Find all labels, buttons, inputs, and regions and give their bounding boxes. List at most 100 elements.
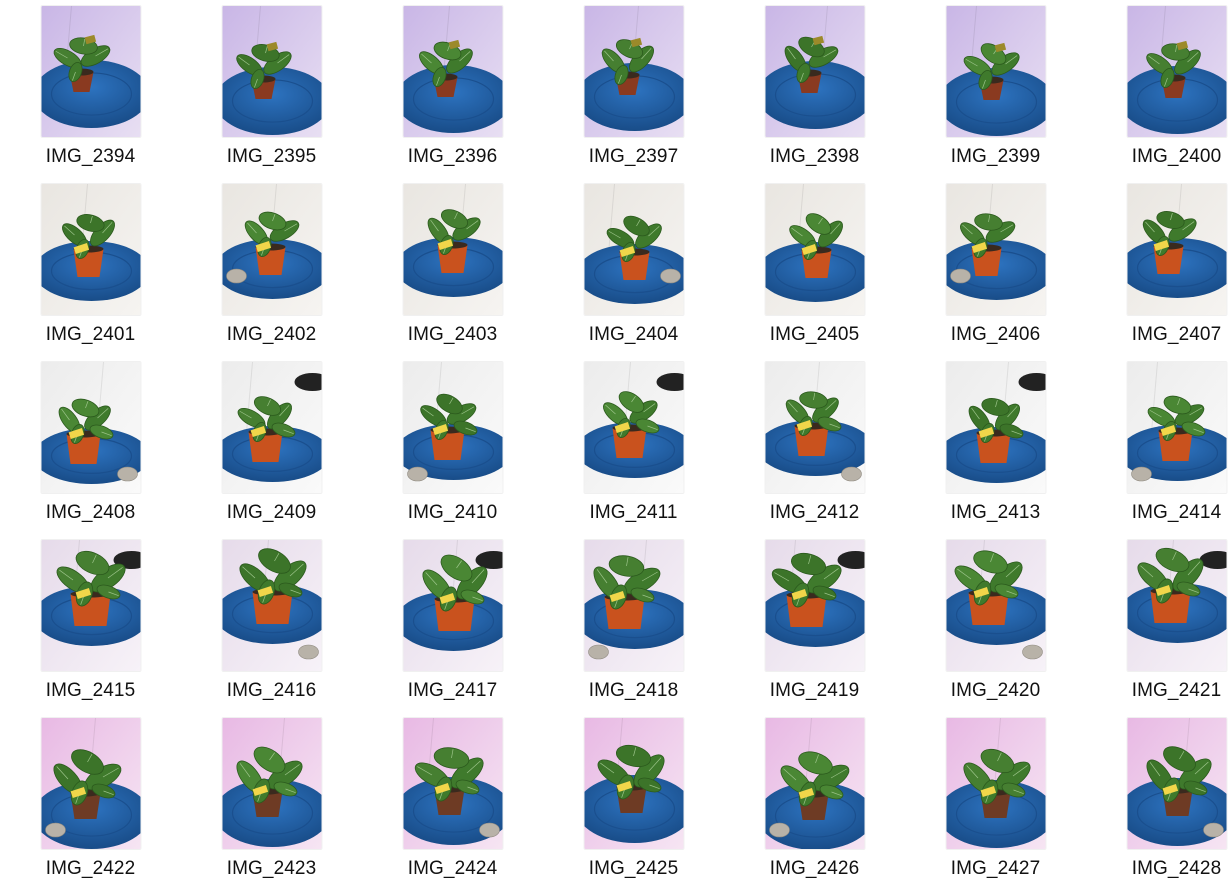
file-name-label: IMG_2427	[950, 858, 1041, 879]
file-thumbnail-16[interactable]: IMG_2409	[181, 356, 362, 534]
file-name-label: IMG_2421	[1131, 680, 1222, 701]
plant-photo-icon	[946, 6, 1045, 137]
file-thumbnail-27[interactable]: IMG_2420	[905, 534, 1086, 712]
file-name-label: IMG_2403	[407, 324, 498, 345]
file-name-label: IMG_2402	[226, 324, 317, 345]
plant-photo-icon	[946, 540, 1045, 671]
file-thumbnail-30[interactable]: IMG_2423	[181, 712, 362, 890]
file-thumbnail-35[interactable]: IMG_2428	[1086, 712, 1229, 890]
file-name-label: IMG_2412	[769, 502, 860, 523]
file-name-label: IMG_2417	[407, 680, 498, 701]
file-thumbnail-23[interactable]: IMG_2416	[181, 534, 362, 712]
file-thumbnail-2[interactable]: IMG_2395	[181, 0, 362, 178]
file-name-label: IMG_2411	[589, 502, 678, 523]
file-name-label: IMG_2425	[588, 858, 679, 879]
file-thumbnail-31[interactable]: IMG_2424	[362, 712, 543, 890]
file-thumbnail-9[interactable]: IMG_2402	[181, 178, 362, 356]
file-name-label: IMG_2416	[226, 680, 317, 701]
plant-photo-icon	[403, 362, 502, 493]
file-name-label: IMG_2424	[407, 858, 498, 879]
plant-photo-icon	[765, 718, 864, 849]
file-thumbnail-33[interactable]: IMG_2426	[724, 712, 905, 890]
file-thumbnail-12[interactable]: IMG_2405	[724, 178, 905, 356]
file-thumbnail-24[interactable]: IMG_2417	[362, 534, 543, 712]
plant-photo-icon	[222, 718, 321, 849]
file-thumbnail-6[interactable]: IMG_2399	[905, 0, 1086, 178]
plant-photo-icon	[403, 184, 502, 315]
file-thumbnail-29[interactable]: IMG_2422	[0, 712, 181, 890]
file-thumbnail-19[interactable]: IMG_2412	[724, 356, 905, 534]
plant-photo-icon	[403, 540, 502, 671]
plant-photo-icon	[765, 362, 864, 493]
plant-photo-icon	[222, 362, 321, 493]
file-thumbnail-17[interactable]: IMG_2410	[362, 356, 543, 534]
file-name-label: IMG_2410	[407, 502, 498, 523]
plant-photo-icon	[946, 184, 1045, 315]
file-name-label: IMG_2406	[950, 324, 1041, 345]
file-thumbnail-28[interactable]: IMG_2421	[1086, 534, 1229, 712]
file-name-label: IMG_2404	[588, 324, 679, 345]
plant-photo-icon	[584, 184, 683, 315]
file-name-label: IMG_2418	[588, 680, 679, 701]
plant-photo-icon	[584, 718, 683, 849]
file-name-label: IMG_2407	[1131, 324, 1222, 345]
file-thumbnail-34[interactable]: IMG_2427	[905, 712, 1086, 890]
file-thumbnail-11[interactable]: IMG_2404	[543, 178, 724, 356]
plant-photo-icon	[222, 184, 321, 315]
file-name-label: IMG_2420	[950, 680, 1041, 701]
plant-photo-icon	[41, 184, 140, 315]
file-thumbnail-13[interactable]: IMG_2406	[905, 178, 1086, 356]
file-thumbnail-15[interactable]: IMG_2408	[0, 356, 181, 534]
plant-photo-icon	[1127, 6, 1226, 137]
file-thumbnail-21[interactable]: IMG_2414	[1086, 356, 1229, 534]
plant-photo-icon	[222, 540, 321, 671]
plant-photo-icon	[946, 362, 1045, 493]
file-thumbnail-10[interactable]: IMG_2403	[362, 178, 543, 356]
file-name-label: IMG_2428	[1131, 858, 1222, 879]
file-name-label: IMG_2414	[1131, 502, 1222, 523]
file-name-label: IMG_2419	[769, 680, 860, 701]
plant-photo-icon	[765, 184, 864, 315]
plant-photo-icon	[41, 6, 140, 137]
file-name-label: IMG_2395	[226, 146, 317, 167]
file-name-label: IMG_2423	[226, 858, 317, 879]
plant-photo-icon	[1127, 362, 1226, 493]
file-name-label: IMG_2394	[45, 146, 136, 167]
file-name-label: IMG_2413	[950, 502, 1041, 523]
plant-photo-icon	[403, 6, 502, 137]
plant-photo-icon	[946, 718, 1045, 849]
file-name-label: IMG_2405	[769, 324, 860, 345]
file-name-label: IMG_2400	[1131, 146, 1222, 167]
file-name-label: IMG_2415	[45, 680, 136, 701]
plant-photo-icon	[765, 540, 864, 671]
file-name-label: IMG_2398	[769, 146, 860, 167]
file-thumbnail-22[interactable]: IMG_2415	[0, 534, 181, 712]
file-name-label: IMG_2397	[588, 146, 679, 167]
file-thumbnail-18[interactable]: IMG_2411	[543, 356, 724, 534]
file-name-label: IMG_2422	[45, 858, 136, 879]
plant-photo-icon	[222, 6, 321, 137]
file-name-label: IMG_2426	[769, 858, 860, 879]
plant-photo-icon	[584, 6, 683, 137]
plant-photo-icon	[1127, 184, 1226, 315]
file-thumbnail-4[interactable]: IMG_2397	[543, 0, 724, 178]
plant-photo-icon	[41, 540, 140, 671]
file-thumbnail-26[interactable]: IMG_2419	[724, 534, 905, 712]
plant-photo-icon	[41, 718, 140, 849]
file-thumbnail-5[interactable]: IMG_2398	[724, 0, 905, 178]
file-thumbnail-14[interactable]: IMG_2407	[1086, 178, 1229, 356]
file-name-label: IMG_2396	[407, 146, 498, 167]
file-thumbnail-32[interactable]: IMG_2425	[543, 712, 724, 890]
file-thumbnail-20[interactable]: IMG_2413	[905, 356, 1086, 534]
file-thumbnail-25[interactable]: IMG_2418	[543, 534, 724, 712]
file-thumbnail-7[interactable]: IMG_2400	[1086, 0, 1229, 178]
file-name-label: IMG_2399	[950, 146, 1041, 167]
plant-photo-icon	[584, 362, 683, 493]
file-name-label: IMG_2401	[45, 324, 136, 345]
file-thumbnail-1[interactable]: IMG_2394	[0, 0, 181, 178]
plant-photo-icon	[584, 540, 683, 671]
plant-photo-icon	[403, 718, 502, 849]
file-thumbnail-3[interactable]: IMG_2396	[362, 0, 543, 178]
file-thumbnail-8[interactable]: IMG_2401	[0, 178, 181, 356]
